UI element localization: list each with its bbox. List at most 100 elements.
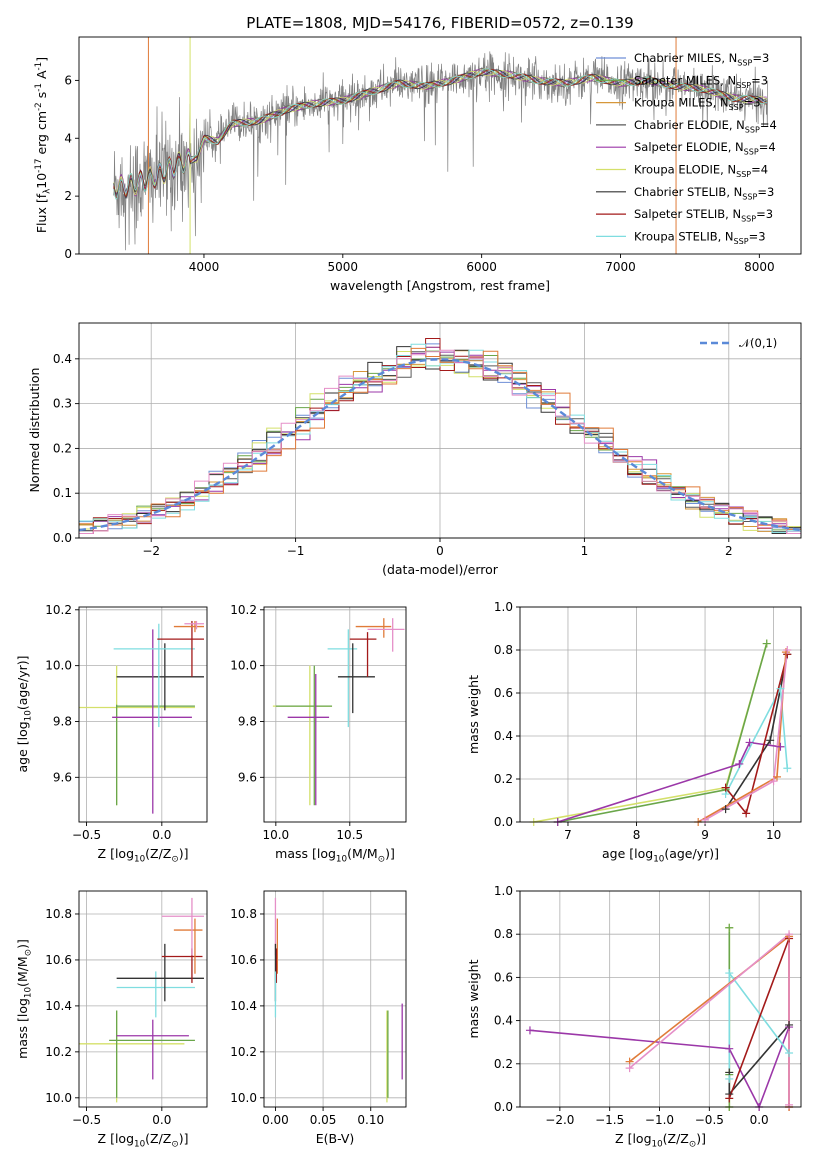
mass-weight-vs-age-ytick-label: 0.6 [494, 686, 513, 700]
mass-weight-vs-Z-ytick-label: 0.6 [494, 970, 513, 984]
mass-weight-vs-Z-marker [725, 1094, 734, 1103]
mass-vs-EBV-frame [263, 890, 407, 1108]
mass-weight-vs-age-xtick-label: 8 [633, 828, 641, 842]
mass-weight-vs-Z-ytick-label: 0.4 [494, 1014, 513, 1028]
spectrum-frame [78, 36, 802, 255]
mass-weight-vs-age-marker [776, 742, 785, 751]
residuals-histogram [79, 343, 801, 533]
mass-weight-vs-age-marker [783, 764, 792, 773]
mass-weight-vs-Z-xtick-label: 0.0 [750, 1113, 769, 1127]
mass-weight-vs-Z-xtick-label: −1.0 [645, 1113, 674, 1127]
mass-weight-vs-age-marker [762, 639, 771, 648]
age-vs-mass-frame [263, 606, 407, 823]
residuals-ytick-label: 0.4 [53, 352, 72, 366]
age-vs-mass-ytick-label: 10.0 [230, 659, 257, 673]
residuals-xtick-label: 1 [581, 544, 589, 558]
spectrum-ytick-label: 4 [64, 131, 72, 145]
spectrum-axes [75, 36, 802, 258]
mass-vs-Z-ylabel: mass [log10(M/M⊙)] [15, 939, 34, 1059]
spectrum-xlabel: wavelength [Angstrom, rest frame] [330, 278, 550, 293]
mass-vs-EBV-ytick-label: 10.8 [230, 907, 257, 921]
figure-title: PLATE=1808, MJD=54176, FIBERID=0572, z=0… [246, 14, 633, 32]
residuals-ytick-label: 0.0 [53, 531, 72, 545]
mass-vs-Z-ytick-label: 10.0 [45, 1091, 72, 1105]
spectrum-model-line [113, 68, 767, 200]
mass-weight-vs-age-marker [742, 809, 751, 818]
spectrum-xtick-label: 8000 [744, 260, 775, 274]
mass-vs-EBV-xtick-label: 0.00 [262, 1113, 289, 1127]
mass-weight-vs-Z-ytick-label: 0.2 [494, 1057, 513, 1071]
age-vs-Z-frame [78, 606, 208, 823]
mass-weight-vs-Z-ytick-label: 0.0 [494, 1100, 513, 1114]
mass-weight-vs-Z-xtick-label: −2.0 [545, 1113, 574, 1127]
residuals-histogram [79, 338, 801, 534]
spectrum-ytick-label: 6 [64, 73, 72, 87]
mass-weight-vs-Z-marker [785, 1020, 794, 1029]
spectrum-ytick-label: 2 [64, 189, 72, 203]
mass-weight-vs-Z-xtick-label: −0.5 [695, 1113, 724, 1127]
mass-weight-vs-age-ylabel: mass weight [466, 675, 481, 754]
mass-vs-Z-ytick-label: 10.8 [45, 907, 72, 921]
spectrum-model-line [113, 68, 767, 198]
residuals-normal-curve [79, 358, 801, 532]
residuals-xlabel: (data-model)/error [382, 562, 499, 577]
age-vs-Z-ytick-label: 10.0 [45, 659, 72, 673]
mass-vs-Z-ytick-label: 10.4 [45, 999, 72, 1013]
mass-vs-Z-axes [75, 890, 208, 1111]
age-vs-Z-plot-area [79, 620, 204, 814]
residuals-xtick-label: 2 [725, 544, 733, 558]
residuals-histogram [79, 347, 801, 532]
mass-vs-EBV-xtick-label: 0.10 [357, 1113, 384, 1127]
residuals-frame [78, 322, 802, 539]
age-vs-mass-ytick-label: 10.2 [230, 603, 257, 617]
mass-weight-vs-age-marker [721, 783, 730, 792]
spectrum-xtick-label: 5000 [328, 260, 359, 274]
mass-weight-vs-Z-marker [625, 1064, 634, 1073]
mass-weight-vs-age-marker [773, 772, 782, 781]
mass-weight-vs-age-marker [745, 738, 754, 747]
age-vs-mass-plot-area [272, 618, 405, 806]
legend-label: Salpeter STELIB, NSSP=3 [634, 207, 773, 224]
age-vs-mass-xtick-label: 10.0 [262, 828, 289, 842]
mass-weight-vs-Z-ytick-label: 1.0 [494, 884, 513, 898]
residuals-axes [75, 322, 802, 542]
mass-weight-vs-Z-marker [785, 1100, 794, 1109]
mass-vs-Z-xtick-label: −0.5 [72, 1113, 101, 1127]
legend-label: Kroupa ELODIE, NSSP=4 [634, 163, 768, 180]
legend-label: Kroupa MILES, NSSP=3 [634, 96, 761, 113]
spectrum-xtick-label: 6000 [466, 260, 497, 274]
mass-weight-vs-age-marker [776, 684, 785, 693]
mass-weight-vs-age-marker [783, 646, 792, 654]
residuals-ytick-label: 0.3 [53, 397, 72, 411]
mass-vs-EBV-ytick-label: 10.6 [230, 953, 257, 967]
residuals-ytick-label: 0.1 [53, 486, 72, 500]
spectrum-xtick-label: 7000 [605, 260, 636, 274]
mass-weight-vs-age-ytick-label: 1.0 [494, 600, 513, 614]
chart-layer: 4000 5000 6000 7000 8000 0 2 4 6 wavelength [Angs… [15, 36, 802, 1150]
mass-weight-vs-Z-axes [516, 890, 802, 1111]
age-vs-mass-ytick-label: 9.6 [238, 770, 257, 784]
spectrum-ylabel: Flux [fλ10-17 erg cm-2 s-1 A-1] [34, 57, 53, 233]
legend-label: Chabrier ELODIE, NSSP=4 [634, 118, 777, 135]
mass-vs-EBV-ytick-label: 10.4 [230, 999, 257, 1013]
age-vs-mass-xlabel: mass [log10(M/M⊙)] [275, 846, 395, 865]
mass-weight-vs-Z-xtick-label: −1.5 [595, 1113, 624, 1127]
mass-weight-vs-age-marker [766, 736, 775, 745]
age-vs-Z-xtick-label: 0.0 [152, 828, 171, 842]
mass-weight-vs-age-ytick-label: 0.8 [494, 643, 513, 657]
mass-weight-vs-Z-marker [725, 1074, 734, 1083]
spectrum-model-line [113, 69, 768, 199]
mass-weight-vs-age-line [557, 741, 781, 822]
mass-weight-vs-age-xtick-label: 10 [766, 828, 781, 842]
mass-weight-vs-Z-marker [785, 930, 794, 939]
mass-vs-Z-ytick-label: 10.6 [45, 953, 72, 967]
mass-weight-vs-age-xtick-label: 9 [701, 828, 709, 842]
mass-weight-vs-Z-xlabel: Z [log10(Z/Z⊙)] [615, 1131, 706, 1150]
legend-label: Salpeter MILES, NSSP=3 [634, 73, 768, 90]
mass-weight-vs-Z-frame [519, 890, 802, 1108]
mass-weight-vs-age-line [697, 652, 787, 822]
mass-weight-vs-age-xlabel: age [log10(age/yr)] [602, 846, 719, 865]
residuals-ylabel: Normed distribution [27, 368, 42, 493]
mass-vs-EBV-ytick-label: 10.0 [230, 1091, 257, 1105]
mass-weight-vs-age-ytick-label: 0.4 [494, 729, 513, 743]
